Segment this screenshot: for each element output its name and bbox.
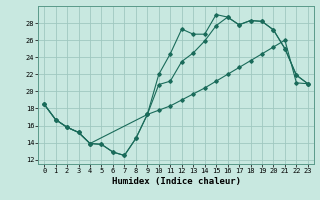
X-axis label: Humidex (Indice chaleur): Humidex (Indice chaleur) — [111, 177, 241, 186]
